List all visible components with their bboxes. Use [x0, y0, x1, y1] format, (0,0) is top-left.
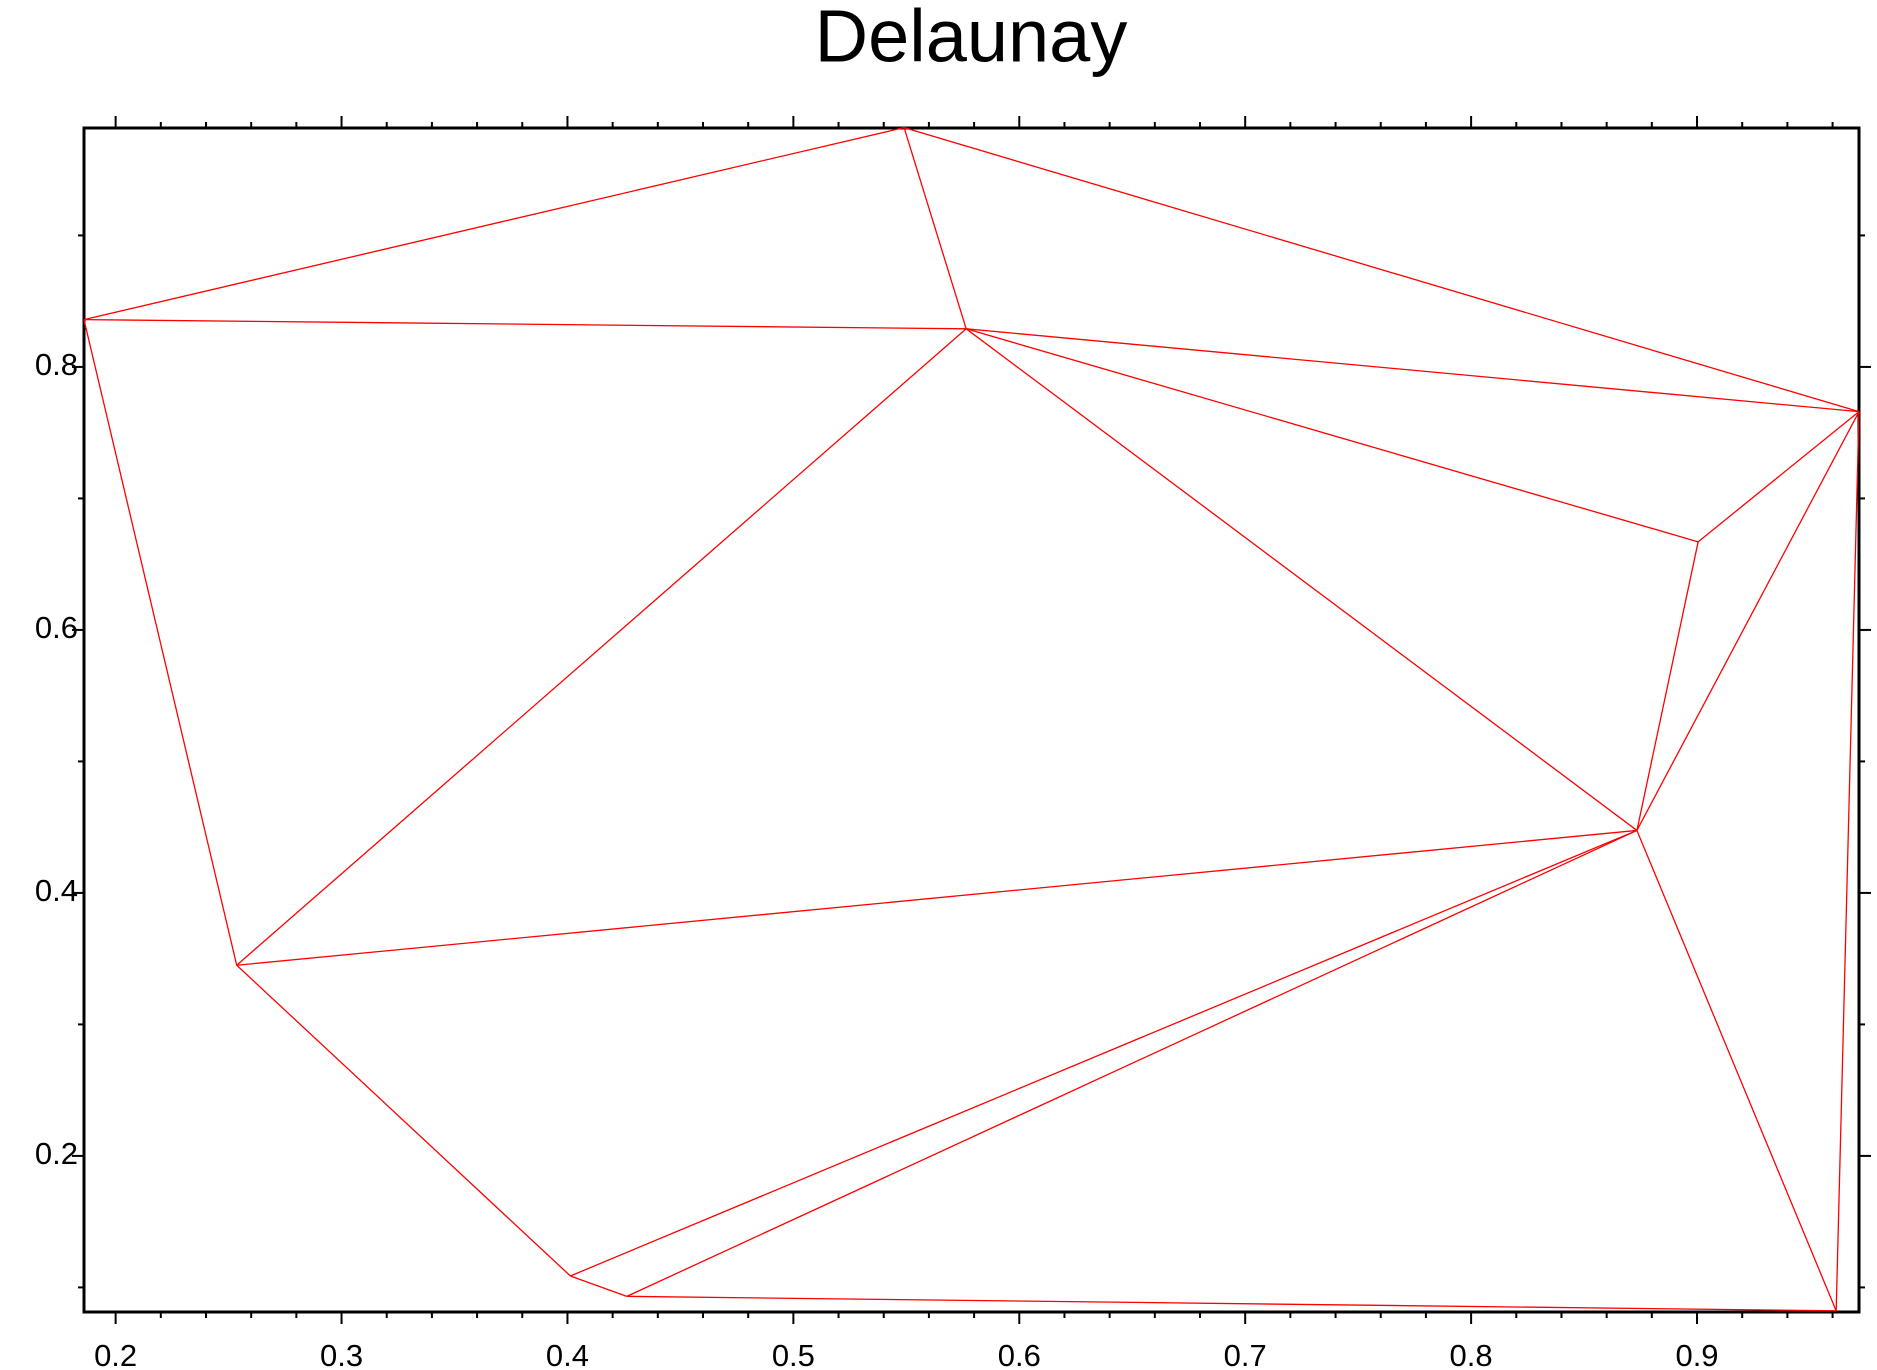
triangle-edge — [1636, 541, 1699, 831]
x-tick-label: 0.7 — [1224, 1338, 1267, 1370]
triangle-edge — [1835, 411, 1860, 1311]
y-tick-label: 0.6 — [35, 610, 78, 645]
x-tick-label: 0.3 — [320, 1338, 363, 1370]
y-tick-label: 0.8 — [35, 347, 78, 382]
x-tick-label: 0.9 — [1675, 1338, 1718, 1370]
triangle-edge — [903, 126, 1860, 413]
triangle-edge — [1697, 411, 1860, 543]
plot-frame — [82, 126, 1861, 1314]
x-tick-label: 0.4 — [546, 1338, 589, 1370]
triangle-edge — [83, 126, 905, 321]
x-tick-label: 0.5 — [772, 1338, 815, 1370]
triangle-edge — [1636, 411, 1860, 831]
triangle-edge — [236, 829, 1637, 966]
triangle-edge — [626, 1295, 1837, 1312]
triangle-edge — [570, 1275, 628, 1297]
y-tick-label: 0.4 — [35, 873, 78, 908]
triangle-edge — [903, 127, 967, 329]
triangle-edge — [570, 829, 1638, 1277]
y-tick-label: 0.2 — [35, 1136, 78, 1171]
x-tick-label: 0.6 — [998, 1338, 1041, 1370]
triangle-edge — [83, 319, 238, 966]
triangle-edge — [83, 318, 967, 330]
triangle-edge — [965, 328, 1638, 831]
triangle-edge — [626, 829, 1638, 1297]
triangle-edge — [966, 328, 1699, 543]
x-tick-label: 0.2 — [94, 1338, 137, 1370]
x-tick-label: 0.8 — [1450, 1338, 1493, 1370]
chart-title: Delaunay — [815, 0, 1128, 78]
triangle-edge — [236, 964, 571, 1277]
triangle-edge — [966, 328, 1860, 413]
triangle-edge — [236, 328, 967, 966]
triangle-edge — [1636, 830, 1837, 1312]
